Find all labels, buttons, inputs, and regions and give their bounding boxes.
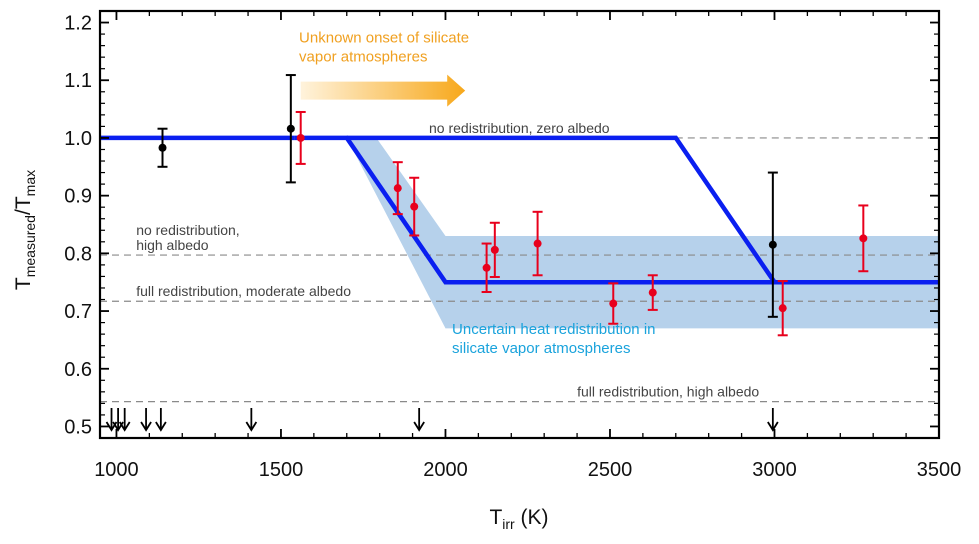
x-tick-label-3000: 3000	[752, 459, 797, 481]
reference-label-1-1: no redistribution, zero albedo	[429, 120, 610, 136]
annotation-2-line-1: Uncertain heat redistribution in	[452, 321, 655, 338]
axes-layer: 1000 1500 2000 2500 3000 3500 0.5 0.6 0.7 0.8 0.9 1…	[64, 11, 961, 481]
reference-label-2-2: high albedo	[136, 237, 209, 253]
x-axis-title: Tirr (K)	[489, 506, 548, 532]
data-point-2-6	[532, 210, 543, 277]
limit-arrow-head	[245, 421, 258, 432]
marker	[490, 245, 499, 254]
data-points-layer	[157, 74, 869, 337]
limit-arrow-head	[155, 421, 167, 432]
x-axis-title-sub: irr	[502, 516, 515, 532]
y-tick-label-4: 0.9	[64, 186, 92, 208]
annotation-1-line-1: Unknown onset of silicate	[299, 30, 469, 47]
model-line-2	[294, 135, 939, 285]
marker	[859, 234, 868, 243]
reference-label-4-1: full redistribution, high albedo	[577, 384, 759, 400]
limit-arrow-head	[118, 421, 131, 432]
x-tick-label-1500: 1500	[259, 459, 304, 481]
reference-lines-layer	[100, 137, 939, 403]
marker	[158, 143, 167, 152]
data-point-2-1	[295, 110, 306, 165]
marker	[648, 288, 657, 297]
onset-arrow	[300, 74, 466, 107]
limit-arrow-6	[245, 408, 258, 432]
data-point-2-9	[777, 280, 788, 337]
model-lines-layer	[100, 135, 939, 285]
limit-arrow-head	[767, 421, 779, 432]
y-tick-label-6: 1.1	[64, 70, 92, 92]
annotation-2-line-2: silicate vapor atmospheres	[452, 340, 630, 357]
marker	[410, 202, 419, 211]
y-axis-title-sub1: measured	[22, 215, 38, 277]
reference-label-3-1: full redistribution, moderate albedo	[136, 283, 351, 299]
marker	[768, 240, 777, 249]
y-tick-label-2: 0.7	[64, 301, 92, 323]
model-line-3	[346, 135, 777, 284]
reference-label-2-1: no redistribution,	[136, 222, 240, 238]
upper-limit-arrows-layer	[105, 408, 779, 432]
y-tick-label-0: 0.5	[64, 416, 92, 438]
plot-frame	[98, 9, 941, 440]
data-point-1-3	[767, 171, 778, 318]
x-tick-label-2000: 2000	[423, 459, 468, 481]
limit-arrow-head	[140, 421, 152, 432]
marker	[778, 304, 787, 313]
y-tick-label-3: 0.8	[64, 243, 92, 265]
data-point-2-5	[489, 221, 500, 279]
limit-arrow-7	[413, 408, 425, 432]
data-point-2-4	[481, 242, 492, 294]
y-tick-label-7: 1.2	[64, 13, 92, 35]
marker	[482, 263, 491, 272]
annotations-layer: no redistribution, zero albedo no redistr…	[136, 30, 759, 400]
marker	[393, 184, 402, 193]
y-tick-label-1: 0.6	[64, 359, 92, 381]
limit-arrow-4	[140, 408, 152, 432]
x-axis-title-main: T	[489, 506, 502, 529]
x-axis-title-unit: (K)	[515, 506, 549, 529]
marker	[533, 239, 542, 248]
x-tick-label-1000: 1000	[94, 459, 139, 481]
y-axis-title-sub2: max	[22, 170, 38, 196]
y-axis-title-main: T	[12, 277, 35, 290]
onset-arrow-layer	[300, 74, 466, 107]
x-tick-label-3500: 3500	[917, 459, 962, 481]
y-tick-label-5: 1.0	[64, 128, 92, 150]
marker	[296, 133, 305, 142]
data-point-2-8	[647, 274, 658, 311]
x-tick-label-2500: 2500	[588, 459, 633, 481]
data-point-1-1	[157, 127, 168, 168]
limit-arrow-head	[413, 421, 425, 432]
limit-arrow-5	[155, 408, 167, 432]
limit-arrow-8	[767, 408, 779, 432]
annotation-1-line-2: vapor atmospheres	[299, 49, 427, 66]
limit-arrow-3	[118, 408, 131, 432]
data-point-2-3	[409, 176, 420, 237]
data-point-2-10	[858, 204, 869, 273]
marker	[609, 299, 618, 308]
data-point-1-2	[285, 74, 296, 184]
y-axis-title: Tmeasured/Tmax	[12, 170, 38, 290]
y-axis-title-mid: /T	[12, 196, 35, 215]
marker	[286, 124, 295, 133]
data-point-2-7	[608, 282, 619, 325]
plot-background	[100, 11, 939, 438]
data-point-2-2	[392, 161, 403, 216]
